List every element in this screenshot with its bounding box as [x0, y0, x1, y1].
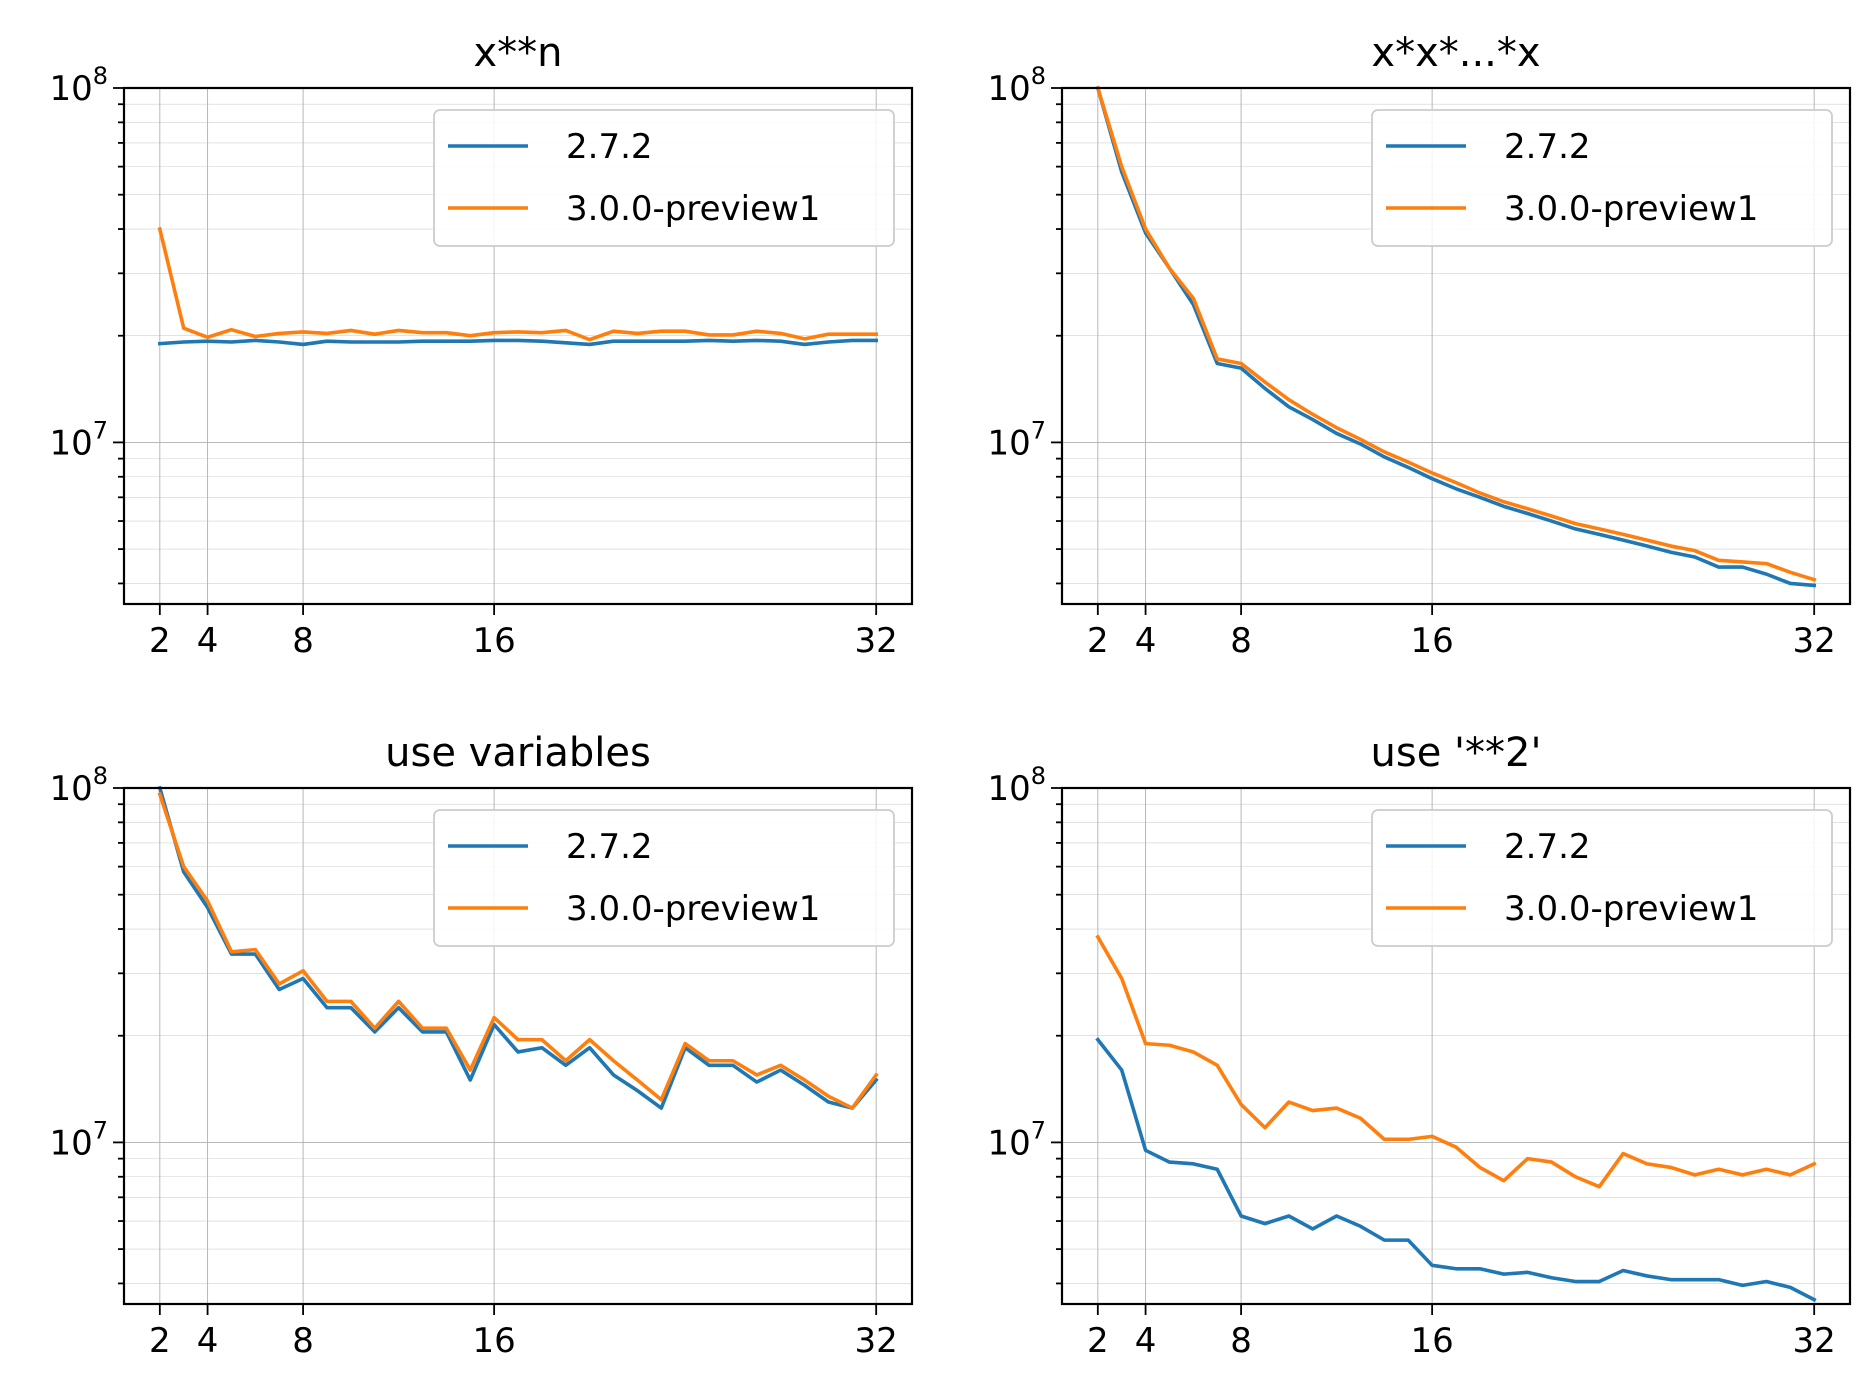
legend-label: 2.7.2	[566, 127, 653, 167]
x-tick-label: 16	[1410, 621, 1453, 661]
legend-label: 2.7.2	[566, 827, 653, 867]
legend-box	[1371, 809, 1833, 947]
chart-panel-4: 107 108 2 4 8 16 32 use '**2' 2.7.2 3.0.0-preview…	[987, 730, 1852, 1361]
x-tick-label: 4	[1135, 1321, 1157, 1361]
x-tick-label: 4	[197, 1321, 219, 1361]
chart-panel-2: 107 108 2 4 8 16 32 x*x*...*x 2.7.2 3.0.0-preview…	[987, 30, 1852, 661]
x-tick-label: 4	[197, 621, 219, 661]
x-tick-label: 8	[292, 1321, 314, 1361]
series-line-2.7.2	[1095, 85, 1817, 588]
legend-label: 3.0.0-preview1	[1504, 189, 1758, 229]
legend-label: 3.0.0-preview1	[566, 189, 820, 229]
axes-frame	[122, 86, 914, 606]
series-line-3.0.0-preview1	[1095, 85, 1817, 582]
series-line-3.0.0-preview1	[157, 226, 878, 342]
legend-label: 2.7.2	[1504, 127, 1591, 167]
axes-frame	[1060, 86, 1852, 606]
x-tick-label: 2	[149, 1321, 171, 1361]
y-tick-label: 108	[987, 762, 1046, 809]
x-tick-label: 8	[292, 621, 314, 661]
x-tick-label: 8	[1230, 621, 1252, 661]
x-tick-label: 2	[1087, 1321, 1109, 1361]
series-line-3.0.0-preview1	[157, 792, 879, 1110]
chart-title: x**n	[473, 30, 562, 76]
legend: 2.7.2 3.0.0-preview1	[433, 109, 895, 247]
y-tick-label: 108	[49, 62, 108, 109]
chart-title: use '**2'	[1371, 730, 1542, 776]
y-tick-label: 107	[49, 1116, 108, 1163]
y-tick-label: 107	[987, 1116, 1046, 1163]
legend-box	[433, 809, 895, 947]
chart-title: use variables	[385, 730, 651, 776]
y-tick-label: 108	[987, 62, 1046, 109]
chart-panel-1: 107 108 2 4 8 16 32 x**n 2.7.2 3.0.0-preview1	[49, 30, 914, 661]
legend: 2.7.2 3.0.0-preview1	[433, 809, 895, 947]
series-line-2.7.2	[157, 338, 878, 347]
x-tick-label: 32	[1793, 1321, 1836, 1361]
series-line-3.0.0-preview1	[1095, 934, 1817, 1189]
x-tick-label: 8	[1230, 1321, 1252, 1361]
chart-title: x*x*...*x	[1371, 30, 1540, 76]
x-tick-label: 32	[1793, 621, 1836, 661]
x-tick-label: 2	[1087, 621, 1109, 661]
series-line-2.7.2	[1095, 1037, 1817, 1303]
legend: 2.7.2 3.0.0-preview1	[1371, 109, 1833, 247]
x-tick-label: 2	[149, 621, 171, 661]
legend-label: 3.0.0-preview1	[1504, 889, 1758, 929]
axes-frame	[1060, 786, 1852, 1306]
x-tick-label: 4	[1135, 621, 1157, 661]
chart-panel-3: 107 108 2 4 8 16 32 use variables 2.7.2 3.0.0-pre…	[49, 730, 914, 1361]
legend-label: 3.0.0-preview1	[566, 889, 820, 929]
legend-label: 2.7.2	[1504, 827, 1591, 867]
legend-box	[433, 109, 895, 247]
axes-frame	[122, 786, 914, 1306]
y-tick-label: 107	[987, 416, 1046, 463]
legend: 2.7.2 3.0.0-preview1	[1371, 809, 1833, 947]
y-tick-label: 108	[49, 762, 108, 809]
x-tick-label: 32	[855, 621, 898, 661]
x-tick-label: 16	[472, 1321, 515, 1361]
x-tick-label: 16	[1410, 1321, 1453, 1361]
x-tick-label: 32	[855, 1321, 898, 1361]
legend-box	[1371, 109, 1833, 247]
series-line-2.7.2	[157, 785, 879, 1110]
y-tick-label: 107	[49, 416, 108, 463]
x-tick-label: 16	[472, 621, 515, 661]
